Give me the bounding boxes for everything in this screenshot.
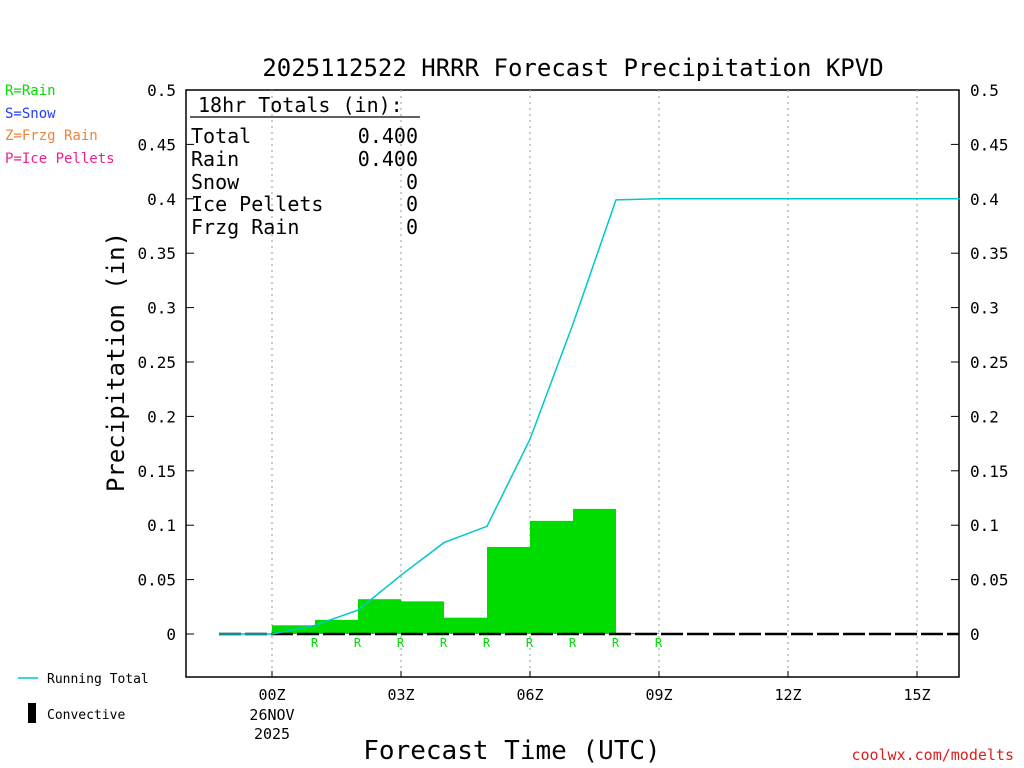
y-tick-label: 0.1 [147, 516, 176, 535]
precip-bar [315, 619, 358, 634]
totals-label-snow: Snow [191, 170, 240, 194]
y-tick-label: 0.05 [137, 571, 176, 590]
x-tick-label: 03Z [387, 686, 414, 704]
y-tick-label-right: 0.05 [970, 571, 1009, 590]
x-tick-label: 00Z [258, 686, 285, 704]
totals-value-snow: 0 [406, 170, 418, 194]
totals-value-frzg-rain: 0 [406, 215, 418, 239]
y-tick-label: 0.15 [137, 462, 176, 481]
type-legend-rain: R=Rain [5, 83, 56, 99]
precip-type-flag: R [612, 636, 620, 650]
precip-bar [573, 508, 616, 634]
running-total-line [219, 198, 960, 635]
vertical-gridlines [271, 90, 918, 677]
precip-type-flag: R [526, 636, 534, 650]
precip-bar [401, 601, 444, 634]
y-tick-label: 0.5 [147, 81, 176, 100]
precip-bar [444, 617, 487, 634]
y-tick-label: 0.35 [137, 244, 176, 263]
y-tick-label: 0.45 [137, 135, 176, 154]
y-tick-label-right: 0 [970, 625, 980, 644]
y-tick-label-right: 0.45 [970, 135, 1009, 154]
y-tick-label: 0.2 [147, 407, 176, 426]
totals-box: 18hr Totals (in): Total 0.400 Rain 0.400… [190, 93, 420, 239]
running-total-series [219, 198, 960, 635]
x-axis-label: Forecast Time (UTC) [363, 736, 660, 766]
y-tick-label-right: 0.15 [970, 462, 1009, 481]
y-tick-label-right: 0.2 [970, 407, 999, 426]
type-legend-frzg-rain: Z=Frzg Rain [5, 128, 98, 144]
precip-type-flag: R [311, 636, 319, 650]
x-tick-label: 12Z [774, 686, 801, 704]
date-label-year: 2025 [254, 725, 290, 743]
y-tick-label-right: 0.1 [970, 516, 999, 535]
x-tick-label: 06Z [516, 686, 543, 704]
x-tick-label: 15Z [903, 686, 930, 704]
y-tick-label: 0 [166, 625, 176, 644]
precip-type-flag: R [440, 636, 448, 650]
date-label-day: 26NOV [249, 706, 294, 724]
precip-type-flag: R [569, 636, 577, 650]
totals-label-rain: Rain [191, 147, 239, 171]
precip-type-flag: R [354, 636, 362, 650]
convective-legend-label: Convective [47, 708, 125, 723]
convective-legend-swatch [28, 703, 36, 723]
totals-value-rain: 0.400 [358, 147, 418, 171]
y-tick-label-right: 0.4 [970, 190, 999, 209]
y-tick-label: 0.3 [147, 299, 176, 318]
y-tick-label: 0.4 [147, 190, 176, 209]
chart-title: 2025112522 HRRR Forecast Precipitation K… [262, 54, 883, 82]
precip-bar [530, 520, 573, 634]
credit-text: coolwx.com/modelts [851, 746, 1014, 764]
y-tick-label-right: 0.25 [970, 353, 1009, 372]
type-legend-ice-pellets: P=Ice Pellets [5, 151, 115, 167]
precip-bar [487, 546, 530, 634]
precip-type-flag: R [483, 636, 491, 650]
totals-label-ice-pellets: Ice Pellets [191, 192, 323, 216]
precip-type-legend: R=Rain S=Snow Z=Frzg Rain P=Ice Pellets [5, 83, 115, 167]
totals-value-total: 0.400 [358, 124, 418, 148]
y-axis-label: Precipitation (in) [102, 232, 130, 492]
totals-label-frzg-rain: Frzg Rain [191, 215, 299, 239]
y-tick-label-right: 0.35 [970, 244, 1009, 263]
precip-type-flag: R [397, 636, 405, 650]
plot-frame [185, 89, 960, 678]
x-tick-label: 09Z [645, 686, 672, 704]
y-axis-right: 0 0.05 0.1 0.15 0.2 0.25 0.3 0.35 0.4 0.45 0.5 [951, 81, 1009, 644]
type-legend-snow: S=Snow [5, 106, 56, 122]
precip-type-flag: R [655, 636, 663, 650]
y-axis-left: 0 0.05 0.1 0.15 0.2 0.25 0.3 0.35 0.4 0.45 0.5 [137, 81, 194, 644]
y-tick-label-right: 0.5 [970, 81, 999, 100]
y-tick-label: 0.25 [137, 353, 176, 372]
hourly-precip-bars [272, 508, 659, 634]
y-tick-label-right: 0.3 [970, 299, 999, 318]
x-axis: 00Z 03Z 06Z 09Z 12Z 15Z [258, 671, 931, 704]
totals-heading: 18hr Totals (in): [198, 93, 403, 117]
totals-label-total: Total [191, 124, 251, 148]
running-total-legend-label: Running Total [47, 672, 149, 687]
totals-value-ice-pellets: 0 [406, 192, 418, 216]
series-legend: Running Total Convective [18, 672, 149, 723]
